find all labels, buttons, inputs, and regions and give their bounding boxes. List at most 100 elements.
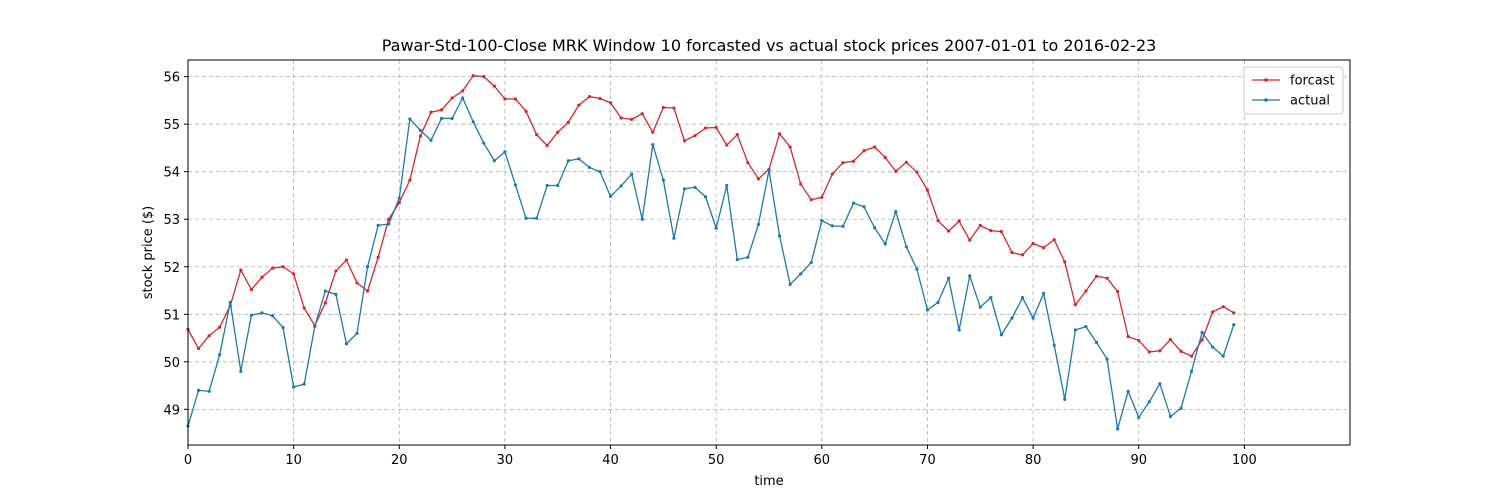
data-point-actual — [1094, 340, 1099, 344]
data-point-forcast — [873, 145, 877, 149]
data-point-actual — [334, 292, 338, 296]
data-point-actual — [355, 331, 359, 335]
data-point-forcast — [408, 178, 412, 182]
x-tick-label: 60 — [814, 453, 831, 468]
data-point-actual — [1116, 427, 1120, 431]
data-point-forcast — [566, 120, 570, 124]
data-point-actual — [418, 128, 422, 132]
data-point-forcast — [1126, 335, 1130, 339]
data-point-actual — [503, 150, 507, 154]
x-tick-label: 70 — [919, 453, 936, 468]
data-point-forcast — [196, 346, 201, 351]
data-point-actual — [1137, 415, 1141, 420]
data-point-actual — [883, 242, 887, 246]
legend-item-forcast: forcast — [1252, 74, 1335, 89]
data-point-actual — [915, 267, 919, 271]
data-point-actual — [313, 325, 317, 329]
data-point-actual — [387, 222, 391, 226]
data-point-forcast — [492, 84, 496, 88]
data-point-actual — [672, 236, 676, 240]
data-point-actual — [682, 187, 687, 191]
data-point-forcast — [1094, 274, 1099, 278]
data-point-actual — [376, 223, 380, 228]
data-point-actual — [989, 296, 993, 300]
data-point-actual — [1052, 343, 1056, 347]
data-point-actual — [439, 116, 444, 121]
data-point-actual — [566, 159, 570, 163]
data-point-actual — [513, 183, 518, 187]
series-forcast — [186, 74, 1236, 358]
series-line-forcast — [187, 75, 1235, 357]
data-point-forcast — [556, 130, 560, 134]
legend-label-forcast: forcast — [1290, 74, 1335, 89]
y-tick-label: 55 — [163, 118, 180, 133]
data-point-forcast — [830, 172, 834, 176]
data-point-forcast — [640, 112, 644, 116]
data-point-forcast — [746, 161, 750, 165]
data-point-actual — [1084, 325, 1088, 329]
data-point-actual — [640, 217, 644, 221]
data-point-forcast — [355, 281, 359, 285]
data-point-actual — [957, 328, 961, 332]
data-point-actual — [239, 369, 243, 373]
data-point-forcast — [788, 145, 792, 149]
data-point-forcast — [809, 198, 813, 202]
data-point-forcast — [883, 155, 887, 160]
data-point-forcast — [936, 219, 940, 223]
axis-ticks: 0 10 20 30 40 50 60 70 80 90 100 49 50 51 52 53 54 55 56 — [163, 71, 1256, 468]
data-point-forcast — [387, 217, 391, 221]
y-tick-label: 51 — [163, 308, 180, 323]
data-point-forcast — [978, 223, 982, 228]
data-point-forcast — [1105, 276, 1109, 280]
data-point-forcast — [851, 159, 856, 163]
data-point-forcast — [513, 97, 518, 101]
data-point-actual — [841, 224, 845, 228]
data-point-actual — [756, 222, 761, 227]
data-point-forcast — [630, 117, 634, 122]
data-point-forcast — [957, 219, 961, 223]
data-point-actual — [577, 157, 581, 161]
data-point-actual — [851, 201, 856, 205]
data-point-actual — [450, 116, 454, 121]
data-point-forcast — [323, 301, 327, 305]
data-point-forcast — [1221, 305, 1225, 309]
data-point-actual — [365, 265, 370, 269]
data-point-forcast — [894, 169, 898, 173]
data-point-actual — [1010, 316, 1014, 320]
data-point-actual — [1168, 414, 1173, 419]
plot-area-frame — [187, 59, 1351, 446]
data-point-forcast — [292, 272, 296, 276]
data-point-forcast — [281, 265, 285, 269]
data-point-actual — [207, 389, 211, 393]
data-point-forcast — [439, 108, 444, 112]
data-point-actual — [598, 170, 602, 174]
legend-item-actual: actual — [1252, 94, 1330, 109]
data-point-actual — [1073, 328, 1077, 332]
data-point-actual — [281, 326, 285, 330]
data-point-forcast — [756, 177, 761, 181]
data-point-actual — [968, 274, 972, 278]
y-tick-label: 54 — [163, 166, 180, 181]
data-point-forcast — [1042, 246, 1046, 250]
data-point-actual — [1232, 323, 1236, 327]
data-point-actual — [1126, 389, 1130, 393]
legend-box — [1243, 66, 1344, 115]
x-tick-label: 0 — [184, 453, 192, 468]
data-point-forcast — [651, 130, 655, 134]
data-point-forcast — [1232, 311, 1236, 315]
data-point-actual — [1042, 291, 1046, 295]
data-point-forcast — [535, 133, 539, 137]
data-point-actual — [302, 382, 306, 386]
data-point-forcast — [725, 143, 729, 147]
data-point-forcast — [1211, 310, 1215, 314]
data-point-actual — [1179, 406, 1183, 410]
data-point-actual — [1221, 354, 1225, 358]
data-point-forcast — [471, 74, 475, 78]
data-point-forcast — [1073, 303, 1077, 307]
data-point-forcast — [1116, 289, 1120, 294]
data-point-forcast — [777, 132, 782, 136]
data-point-actual — [862, 205, 866, 209]
data-point-actual — [1105, 357, 1109, 361]
series-line-actual — [187, 97, 1235, 430]
